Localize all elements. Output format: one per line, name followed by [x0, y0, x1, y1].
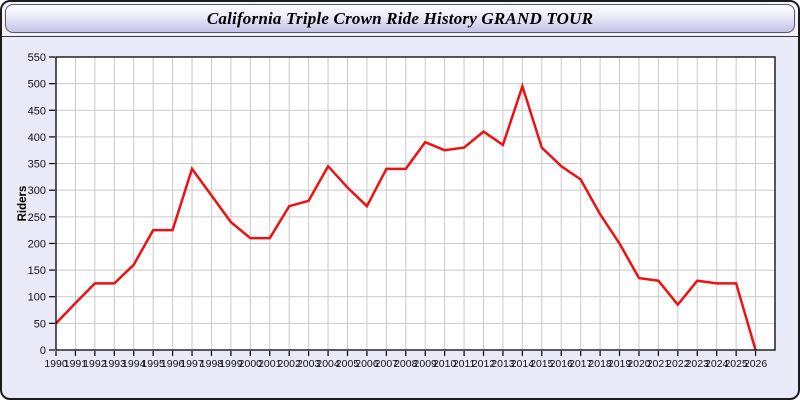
y-tick-label: 50: [34, 318, 46, 330]
x-tick-label: 2005: [336, 358, 360, 370]
riders-series-line: [55, 82, 757, 351]
y-tick-label: 300: [28, 185, 46, 197]
y-tick-label: 350: [28, 159, 46, 171]
y-tick-label: 200: [28, 238, 46, 250]
y-tick-label: 150: [28, 265, 46, 277]
x-tick-label: 2016: [550, 358, 574, 370]
x-tick-label: 2001: [258, 358, 282, 370]
x-tick-label: 2019: [608, 358, 632, 370]
x-tick-label: 2025: [724, 358, 748, 370]
x-tick-label: 1992: [83, 358, 107, 370]
x-tick-label: 2023: [686, 358, 710, 370]
x-tick-label: 2007: [375, 358, 399, 370]
x-tick-label: 1997: [180, 358, 204, 370]
x-tick-label: 1993: [103, 358, 127, 370]
x-tick-label: 2020: [627, 358, 651, 370]
x-tick-label: 2009: [414, 358, 438, 370]
x-tick-label: 2012: [472, 358, 496, 370]
x-tick-label: 2015: [530, 358, 554, 370]
x-tick-label: 2013: [491, 358, 515, 370]
x-tick-label: 2021: [647, 358, 671, 370]
x-tick-label: 2018: [588, 358, 612, 370]
plot-border: [55, 56, 776, 351]
x-tick-label: 2006: [355, 358, 379, 370]
chart-content-area: 0 50 100 150 200 250 300 350 400 450 500 550 1990 199…: [2, 37, 798, 398]
x-tick-label: 1998: [200, 358, 224, 370]
y-tick-label: 500: [28, 79, 46, 91]
x-tick-label: 1996: [161, 358, 185, 370]
y-tick-label: 0: [40, 345, 46, 357]
y-axis-title: Riders: [17, 186, 29, 222]
y-tick-label: 250: [28, 212, 46, 224]
x-tick-label: 1990: [44, 358, 68, 370]
x-tick-label: 2024: [705, 358, 729, 370]
x-tick-label: 1994: [122, 358, 146, 370]
page-title: California Triple Crown Ride History GRA…: [206, 8, 594, 28]
x-tick-label: 2026: [744, 358, 768, 370]
x-tick-label: 2002: [278, 358, 302, 370]
y-tick-label: 400: [28, 132, 46, 144]
x-tick-label: 2017: [569, 358, 593, 370]
x-tick-label: 2000: [239, 358, 263, 370]
y-tick-label: 100: [28, 292, 46, 304]
x-tick-label: 2014: [511, 358, 535, 370]
y-tick-label: 550: [28, 52, 46, 64]
x-tick-label: 2010: [433, 358, 457, 370]
x-tick-label: 2011: [453, 358, 476, 370]
plot-area: [56, 57, 775, 350]
ride-history-line-chart: 0501001502002503003504004505005501990199…: [17, 52, 776, 370]
x-tick-label: 2022: [666, 358, 690, 370]
y-tick-label: 450: [28, 105, 46, 117]
x-tick-label: 2008: [394, 358, 418, 370]
x-tick-label: 1995: [141, 358, 165, 370]
x-tick-label: 2004: [316, 358, 340, 370]
x-tick-label: 2003: [297, 358, 321, 370]
x-tick-label: 1999: [219, 358, 243, 370]
window-header: California Triple Crown Ride History GRA…: [2, 2, 798, 37]
title-bar: California Triple Crown Ride History GRA…: [5, 4, 795, 33]
x-tick-label: 1991: [64, 358, 88, 370]
